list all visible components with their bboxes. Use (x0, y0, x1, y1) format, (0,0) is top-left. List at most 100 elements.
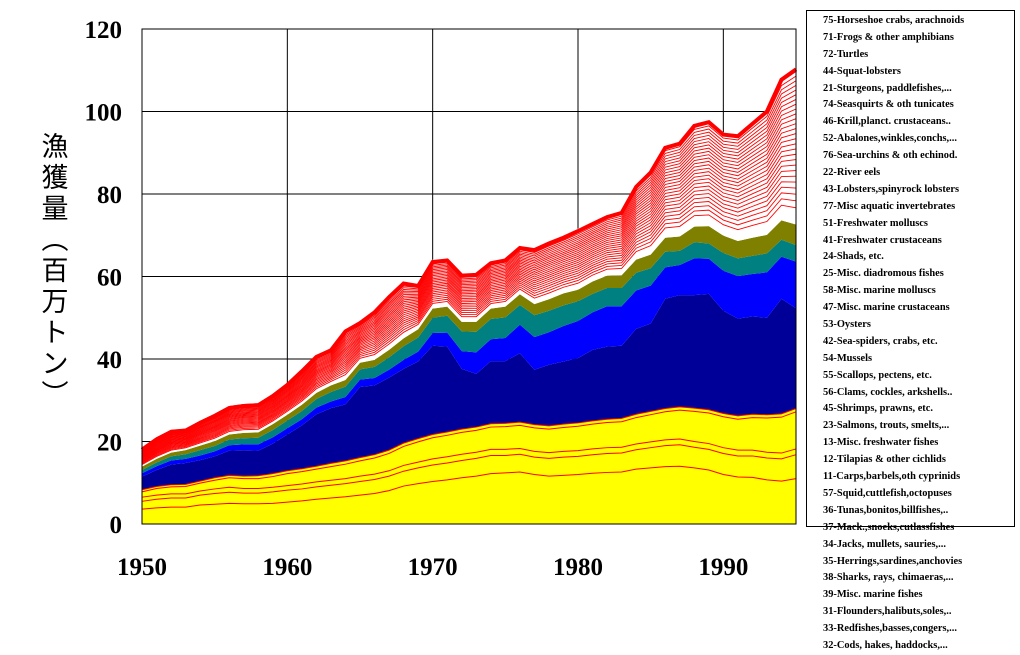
legend-item: 54-Mussels (823, 351, 1014, 368)
legend-label: 24-Shads, etc. (823, 251, 884, 263)
legend-label: 42-Sea-spiders, crabs, etc. (823, 335, 938, 347)
legend-item: 32-Cods, hakes, haddocks,... (823, 638, 1014, 655)
legend-label: 75-Horseshoe crabs, arachnoids (823, 15, 965, 26)
area-herrings (142, 293, 796, 490)
series-line-minor-group (141, 175, 797, 462)
series-line-minor-group (141, 170, 797, 461)
plot-frame (141, 28, 797, 525)
y-axis-label-char: 万 (41, 287, 69, 318)
series-line-minor-group (141, 108, 797, 453)
legend-label: 12-Tilapias & other cichlids (823, 454, 946, 466)
legend-label: 56-Clams, cockles, arkshells.. (823, 386, 953, 398)
chart-legend: 75-Horseshoe crabs, arachnoids 71-Frogs &… (806, 10, 1015, 651)
legend-label: 21-Sturgeons, paddlefishes,... (823, 82, 952, 94)
plot-area (140, 28, 798, 525)
legend-item: 34-Jacks, mullets, sauries,... (823, 537, 1014, 554)
series-line-minor-group (141, 99, 797, 452)
legend-item: 71-Frogs & other amphibians (823, 30, 1014, 47)
legend-item: 77-Misc aquatic invertebrates (823, 199, 1014, 216)
series-line-minor-group (141, 198, 797, 465)
legend-label: 22-River eels (823, 167, 881, 179)
legend-item: 74-Seasquirts & oth tunicates (823, 97, 1014, 114)
legend-label: 37-Mack.,snoeks,cutlassfishes (823, 521, 955, 533)
legend-item: 39-Misc. marine fishes (823, 587, 1014, 604)
y-tick-label: 100 (85, 100, 123, 127)
legend-item: 36-Tunas,bonitos,billfishes,.. (823, 503, 1014, 520)
series-line-minor-group (141, 153, 797, 459)
legend-label: 53-Oysters (823, 319, 871, 331)
series-line-minor-group (141, 128, 797, 456)
legend-label: 47-Misc. marine crustaceans (823, 302, 950, 314)
y-tick-label: 20 (97, 430, 122, 457)
legend-item: 47-Misc. marine crustaceans (823, 300, 1014, 317)
y-tick-label: 0 (110, 512, 123, 539)
legend-item: 46-Krill,planct. crustaceans.. (823, 114, 1014, 131)
legend-label: 23-Salmons, trouts, smelts,... (823, 420, 950, 432)
legend-item: 33-Redfishes,basses,congers,... (823, 621, 1014, 638)
legend-label: 32-Cods, hakes, haddocks,... (823, 639, 948, 651)
series-line-total (140, 67, 798, 452)
x-tick-label: 1970 (408, 554, 458, 581)
legend-label: 74-Seasquirts & oth tunicates (823, 99, 954, 111)
y-tick-label: 80 (97, 182, 122, 209)
legend-item: 76-Sea-urchins & oth echinod. (823, 148, 1014, 165)
legend-item: 13-Misc. freshwater fishes (823, 435, 1014, 452)
legend-label: 43-Lobsters,spinyrock lobsters (823, 183, 960, 195)
series-line-flounder (141, 438, 797, 498)
legend-label: 38-Sharks, rays, chimaeras,... (823, 572, 954, 584)
x-axis: 1950 1960 1970 1980 1990 (117, 554, 748, 581)
area-jacks (142, 256, 796, 477)
legend-item: 45-Shrimps, prawns, etc. (823, 401, 1014, 418)
legend-item: 72-Turtles (823, 47, 1014, 64)
series-line-cods (141, 465, 797, 510)
y-axis-label-char: 百 (41, 256, 69, 287)
legend-item: 11-Carps,barbels,oth cyprinids (823, 469, 1014, 486)
series-line-minor-group (141, 103, 797, 453)
area-fishes-yellow (142, 406, 796, 524)
legend-label: 31-Flounders,halibuts,soles,.. (823, 606, 952, 618)
series-line-minor-group (141, 192, 797, 464)
series-line-minor-group (141, 94, 797, 452)
series-line-minor-group (141, 181, 797, 462)
legend-item: 52-Abalones,winkles,conchs,... (823, 131, 1014, 148)
legend-item: 25-Misc. diadromous fishes (823, 266, 1014, 283)
y-tick-label: 40 (97, 347, 122, 374)
series-line-sharks (141, 406, 797, 491)
legend-label: 25-Misc. diadromous fishes (823, 268, 944, 280)
y-axis: 0 20 40 60 80 100 120 (85, 17, 123, 539)
chart-svg: 1950 1960 1970 1980 1990 0 20 40 60 80 100 120 (85, 17, 798, 581)
series-line-redfish (141, 444, 797, 502)
legend-item: 43-Lobsters,spinyrock lobsters (823, 182, 1014, 199)
legend-label: 55-Scallops, pectens, etc. (823, 369, 932, 381)
y-axis-label-char: ン (41, 349, 69, 380)
legend-item: 23-Salmons, trouts, smelts,... (823, 418, 1014, 435)
legend-item: 31-Flounders,halibuts,soles,.. (823, 604, 1014, 621)
area-mackerels (142, 239, 796, 474)
legend-label: 72-Turtles (823, 48, 869, 60)
legend-item: 35-Herrings,sardines,anchovies (823, 554, 1014, 571)
y-axis-label: 漁獲量 ︵ 百万トン ︶ (38, 132, 72, 411)
legend-label: 76-Sea-urchins & oth echinod. (823, 150, 958, 162)
legend-label: 45-Shrimps, prawns, etc. (823, 403, 933, 415)
y-tick-label: 60 (97, 265, 122, 292)
series-line-minor-group (141, 133, 797, 456)
x-tick-label: 1980 (553, 554, 603, 581)
legend-item: 37-Mack.,snoeks,cutlassfishes (823, 520, 1014, 537)
series-line-minor-group (141, 118, 797, 455)
legend-item: 22-River eels (823, 165, 1014, 182)
legend-label: 58-Misc. marine molluscs (823, 285, 936, 297)
series-line-minor-group (141, 113, 797, 454)
y-axis-label-char: 量 (41, 194, 69, 225)
legend-label: 71-Frogs & other amphibians (823, 31, 954, 43)
legend-item: 51-Freshwater molluscs (823, 216, 1014, 233)
legend-label: 46-Krill,planct. crustaceans.. (823, 116, 951, 128)
legend-label: 35-Herrings,sardines,anchovies (823, 555, 963, 567)
y-tick-label: 120 (85, 17, 123, 44)
series-line-minor-group (141, 204, 797, 466)
legend-item: 24-Shads, etc. (823, 249, 1014, 266)
legend-item: 41-Freshwater crustaceans (823, 233, 1014, 250)
legend-item: 42-Sea-spiders, crabs, etc. (823, 334, 1014, 351)
series-line-minor-group (141, 123, 797, 455)
series-line-miscmarine (141, 409, 797, 493)
series-line-minor-group (141, 186, 797, 463)
